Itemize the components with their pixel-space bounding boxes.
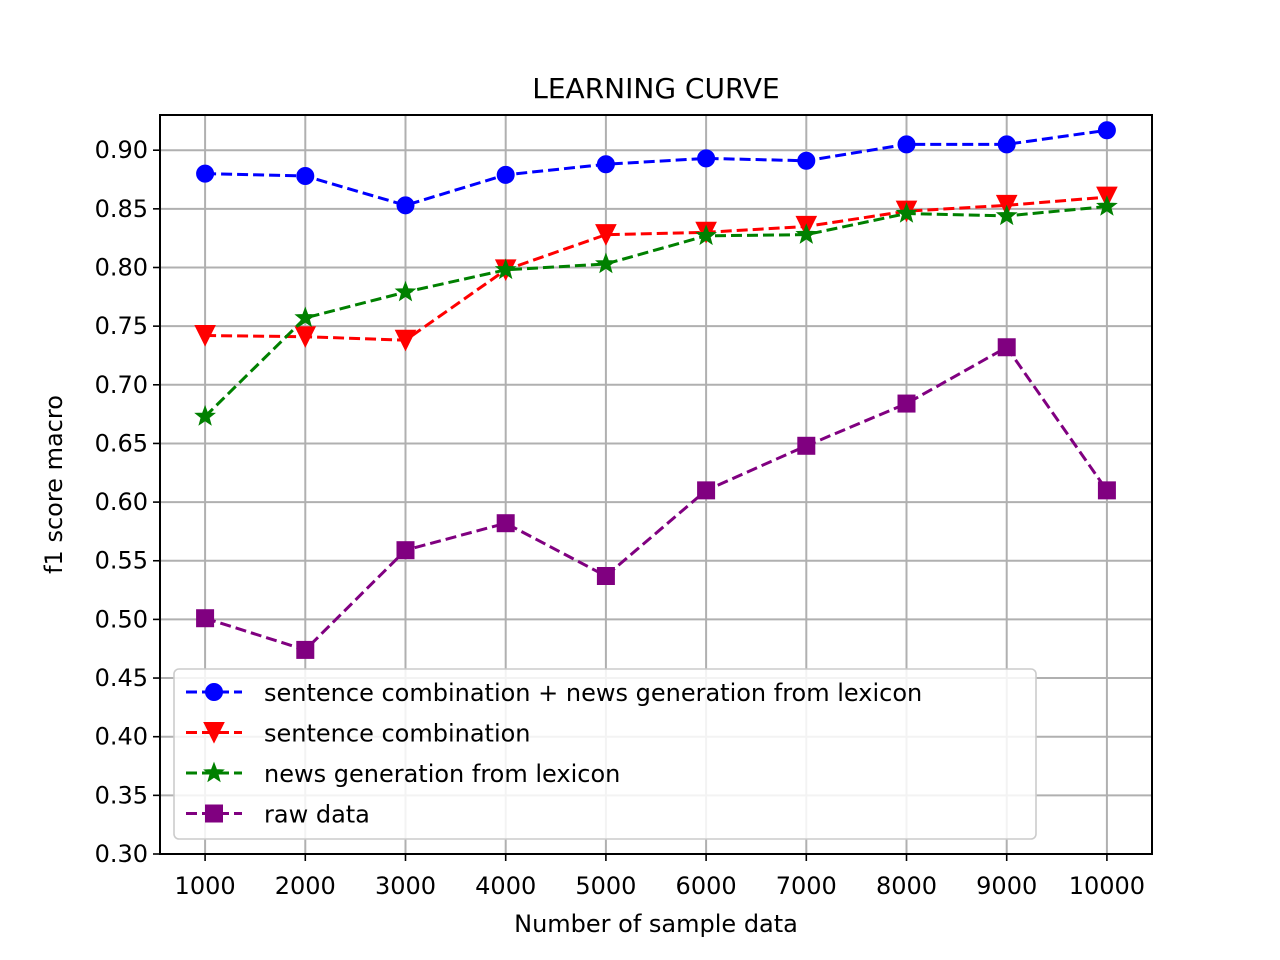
y-tick-label: 0.45: [95, 664, 148, 692]
series-3: [194, 195, 1118, 426]
y-tick-label: 0.90: [95, 136, 148, 164]
x-tick-label: 5000: [575, 872, 636, 900]
data-point: [196, 609, 215, 628]
data-point: [795, 223, 818, 244]
x-axis-ticks: 1000 2000 3000 4000 5000 6000 7000 8000 9000 1000…: [175, 854, 1145, 900]
legend-item: sentence combination + news generation f…: [186, 679, 922, 707]
legend-label: news generation from lexicon: [264, 760, 620, 788]
x-tick-label: 2000: [275, 872, 336, 900]
data-point: [595, 252, 617, 274]
y-axis-label: f1 score macro: [40, 395, 68, 574]
x-tick-label: 3000: [375, 872, 436, 900]
data-point: [394, 280, 417, 302]
y-tick-label: 0.75: [95, 312, 148, 340]
legend-box: [173, 668, 1037, 840]
data-point: [1097, 481, 1116, 500]
y-tick-label: 0.30: [95, 840, 148, 868]
x-tick-label: 4000: [475, 872, 536, 900]
y-axis-ticks: 0.30 0.35 0.40 0.45 0.50 0.55 0.60 0.65 0.70 0.75…: [95, 136, 160, 868]
data-point: [1097, 121, 1116, 140]
legend-item: news generation from lexicon: [186, 760, 620, 788]
y-tick-label: 0.70: [95, 371, 148, 399]
x-tick-label: 9000: [976, 872, 1037, 900]
data-point: [494, 258, 517, 280]
data-point: [895, 202, 918, 223]
legend-label: raw data: [264, 801, 370, 829]
y-tick-label: 0.50: [95, 605, 148, 633]
legend-label: sentence combination + news generation f…: [264, 679, 922, 707]
x-axis-label: Number of sample data: [514, 910, 798, 938]
series-line: [204, 205, 1108, 418]
data-point: [194, 325, 216, 347]
data-point: [897, 394, 916, 413]
legend-label: sentence combination: [264, 720, 531, 748]
y-tick-label: 0.55: [95, 547, 148, 575]
legend: sentence combination + news generation f…: [173, 668, 1037, 840]
data-point: [196, 164, 215, 183]
series-line: [205, 195, 1108, 342]
data-point: [596, 566, 615, 585]
x-tick-label: 8000: [876, 872, 937, 900]
data-point: [595, 224, 617, 246]
plot-area-frame: [159, 114, 1153, 855]
data-point: [697, 481, 716, 500]
data-point: [697, 149, 716, 168]
x-tick-label: 10000: [1069, 872, 1145, 900]
data-point: [995, 204, 1018, 226]
legend-marker: [203, 761, 225, 783]
y-tick-label: 0.65: [95, 429, 148, 457]
legend-marker: [205, 804, 223, 823]
legend-marker: [205, 683, 223, 701]
y-tick-label: 0.85: [95, 195, 148, 223]
data-point: [296, 166, 315, 185]
y-tick-label: 0.40: [95, 723, 148, 751]
x-tick-label: 7000: [776, 872, 837, 900]
data-point: [394, 329, 417, 352]
series-line: [205, 128, 1108, 207]
data-point: [1096, 195, 1118, 216]
data-point: [496, 165, 515, 184]
data-point: [797, 151, 816, 170]
data-point: [695, 224, 717, 246]
data-point: [797, 436, 816, 455]
data-point: [294, 326, 317, 348]
data-point: [194, 405, 216, 426]
legend-item: raw data: [186, 801, 370, 829]
y-tick-label: 0.60: [95, 488, 148, 516]
series-layer: [194, 121, 1118, 659]
data-point: [897, 135, 916, 154]
x-tick-label: 1000: [175, 872, 236, 900]
chart-title: LEARNING CURVE: [532, 72, 779, 105]
data-point: [396, 541, 415, 560]
data-point: [596, 155, 615, 174]
data-point: [496, 514, 515, 533]
legend-item: sentence combination: [186, 720, 531, 748]
series-line: [204, 345, 1109, 652]
data-point: [396, 196, 415, 215]
data-point: [294, 306, 317, 328]
series-4: [196, 338, 1116, 659]
x-tick-label: 6000: [676, 872, 737, 900]
data-point: [997, 135, 1016, 154]
y-tick-label: 0.80: [95, 253, 148, 281]
data-point: [997, 338, 1016, 357]
series-1: [196, 121, 1116, 215]
data-point: [296, 640, 315, 659]
legend-marker: [203, 722, 225, 744]
y-tick-label: 0.35: [95, 781, 148, 809]
